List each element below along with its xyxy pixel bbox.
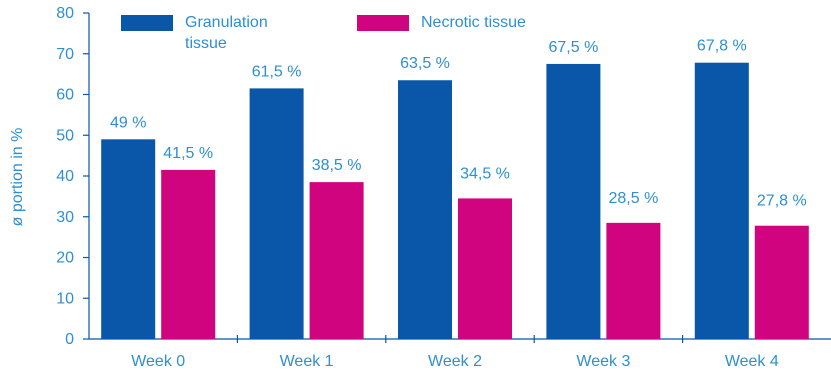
x-tick-label: Week 4 — [725, 353, 779, 370]
y-tick-label: 80 — [56, 5, 74, 22]
bar-necrotic — [161, 169, 216, 339]
bar-necrotic — [754, 225, 809, 339]
data-label: 28,5 % — [608, 190, 658, 207]
x-tick-label: Week 1 — [280, 353, 334, 370]
data-label: 38,5 % — [312, 157, 362, 174]
x-tick-label: Week 0 — [131, 353, 185, 370]
x-tick-label: Week 2 — [428, 353, 482, 370]
legend-label: tissue — [185, 35, 227, 52]
y-tick-label: 20 — [56, 250, 74, 267]
data-label: 61,5 % — [252, 63, 302, 80]
y-tick-label: 30 — [56, 209, 74, 226]
legend-label: Granulation — [185, 14, 268, 31]
data-label: 67,8 % — [697, 38, 747, 55]
bar-granulation — [398, 80, 452, 340]
bar-granulation — [694, 62, 749, 340]
y-tick-label: 40 — [56, 168, 74, 185]
bar-necrotic — [458, 198, 512, 339]
bar-necrotic — [309, 182, 364, 339]
y-tick-label: 60 — [56, 87, 74, 104]
y-axis-label: ø portion in % — [9, 128, 26, 227]
data-label: 63,5 % — [400, 55, 450, 72]
bar-granulation — [546, 63, 601, 339]
y-tick-label: 70 — [56, 46, 74, 63]
x-tick-label: Week 3 — [576, 353, 630, 370]
data-label: 27,8 % — [757, 193, 807, 210]
y-tick-label: 50 — [56, 127, 74, 144]
data-label: 49 % — [110, 114, 146, 131]
data-label: 67,5 % — [548, 39, 598, 56]
bar-necrotic — [606, 222, 661, 339]
legend-swatch-necrotic — [357, 15, 409, 31]
y-tick-label: 10 — [56, 290, 74, 307]
legend-label: Necrotic tissue — [421, 14, 526, 31]
data-label: 34,5 % — [460, 165, 510, 182]
bar-granulation — [101, 139, 156, 339]
legend-swatch-granulation — [121, 15, 173, 31]
bar-granulation — [249, 88, 304, 339]
data-label: 41,5 % — [163, 145, 213, 162]
y-tick-label: 0 — [65, 331, 74, 348]
